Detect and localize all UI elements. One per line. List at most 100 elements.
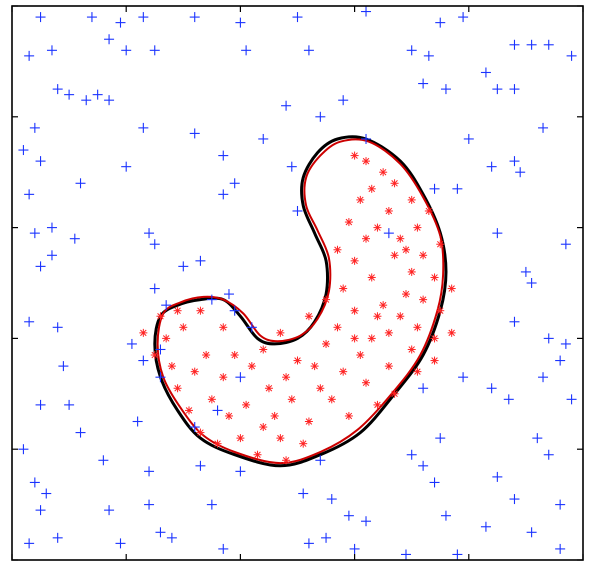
data-point-plus	[144, 466, 155, 477]
data-point-asterisk	[236, 434, 245, 443]
data-point-plus	[532, 433, 543, 444]
data-point-plus	[121, 161, 132, 172]
asterisk-stroke	[191, 368, 198, 375]
asterisk-stroke	[448, 329, 455, 337]
data-point-plus	[418, 383, 429, 394]
asterisk-stroke	[202, 351, 210, 359]
asterisk-stroke	[391, 390, 398, 398]
data-point-plus	[440, 84, 451, 95]
asterisk-stroke	[391, 252, 398, 259]
data-point-asterisk	[413, 223, 422, 232]
data-point-plus	[440, 510, 451, 521]
asterisk-stroke	[397, 235, 404, 242]
asterisk-stroke	[231, 351, 238, 359]
data-point-plus	[361, 516, 372, 527]
asterisk-stroke	[431, 335, 438, 342]
data-point-plus	[235, 466, 246, 477]
data-point-asterisk	[356, 195, 365, 204]
data-point-asterisk	[436, 306, 445, 315]
asterisk-stroke	[208, 396, 216, 403]
data-point-asterisk	[384, 206, 393, 215]
data-point-plus	[383, 228, 394, 239]
asterisk-stroke	[357, 351, 364, 359]
data-point-plus	[155, 372, 166, 383]
data-point-plus	[218, 543, 229, 554]
data-point-asterisk	[367, 334, 376, 343]
data-point-asterisk	[344, 218, 353, 227]
data-point-asterisk	[316, 384, 325, 393]
data-point-asterisk	[179, 323, 188, 332]
data-point-plus	[503, 394, 514, 405]
asterisk-stroke	[425, 207, 433, 215]
data-point-asterisk	[219, 373, 228, 382]
asterisk-stroke	[197, 429, 204, 436]
data-point-asterisk	[373, 223, 382, 232]
data-point-asterisk	[213, 439, 222, 448]
data-point-plus	[492, 471, 503, 482]
data-point-plus	[258, 133, 269, 144]
asterisk-stroke	[259, 423, 267, 431]
asterisk-stroke	[379, 168, 387, 176]
data-point-plus	[555, 499, 566, 510]
inside-points-layer	[139, 151, 456, 465]
data-point-asterisk	[390, 251, 399, 260]
data-point-plus	[29, 477, 40, 488]
data-point-plus	[155, 344, 166, 355]
data-point-plus	[349, 543, 360, 554]
data-point-asterisk	[304, 417, 313, 426]
data-point-asterisk	[304, 312, 313, 321]
asterisk-stroke	[174, 385, 181, 392]
data-point-plus	[298, 488, 309, 499]
data-point-asterisk	[396, 234, 405, 243]
asterisk-stroke	[345, 412, 353, 420]
data-point-plus	[555, 355, 566, 366]
data-point-asterisk	[202, 351, 211, 360]
data-point-asterisk	[447, 284, 456, 293]
asterisk-stroke	[214, 440, 221, 447]
data-point-plus	[138, 355, 149, 366]
data-point-plus	[35, 12, 46, 23]
data-point-asterisk	[436, 240, 445, 249]
asterisk-stroke	[379, 301, 387, 309]
data-point-plus	[229, 178, 240, 189]
data-point-plus	[29, 228, 40, 239]
data-point-plus	[509, 156, 520, 167]
asterisk-stroke	[162, 335, 170, 342]
data-point-asterisk	[259, 345, 268, 354]
data-point-plus	[178, 261, 189, 272]
outside-points-layer	[18, 6, 577, 560]
asterisk-stroke	[328, 396, 336, 403]
data-point-plus	[492, 228, 503, 239]
data-point-plus	[281, 100, 292, 111]
asterisk-stroke	[362, 157, 370, 165]
asterisk-stroke	[151, 351, 159, 359]
data-point-plus	[429, 477, 440, 488]
data-point-plus	[515, 167, 526, 178]
data-point-asterisk	[196, 428, 205, 437]
data-point-plus	[35, 399, 46, 410]
data-point-asterisk	[390, 179, 399, 188]
asterisk-stroke	[299, 440, 307, 447]
data-point-asterisk	[350, 334, 359, 343]
asterisk-stroke	[419, 296, 427, 303]
data-point-plus	[52, 322, 63, 333]
data-point-plus	[303, 45, 314, 56]
data-point-plus	[104, 34, 115, 45]
data-point-plus	[81, 95, 92, 106]
data-point-plus	[86, 12, 97, 23]
data-point-asterisk	[253, 450, 262, 459]
data-point-asterisk	[419, 251, 428, 260]
data-point-plus	[429, 183, 440, 194]
asterisk-stroke	[248, 362, 256, 370]
data-point-plus	[315, 111, 326, 122]
data-point-plus	[560, 338, 571, 349]
data-point-plus	[18, 444, 29, 455]
asterisk-stroke	[385, 362, 393, 370]
asterisk-stroke	[339, 368, 347, 375]
asterisk-stroke	[294, 357, 301, 364]
data-point-plus	[400, 549, 411, 560]
data-point-plus	[235, 372, 246, 383]
data-point-plus	[526, 39, 537, 50]
data-point-plus	[35, 505, 46, 516]
data-point-plus	[406, 45, 417, 56]
